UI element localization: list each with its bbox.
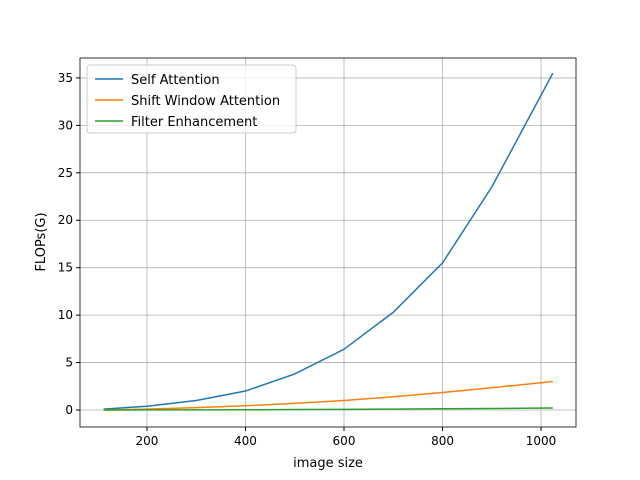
- y-tick-label: 5: [65, 356, 73, 370]
- x-tick-label: 400: [234, 434, 257, 448]
- series-line: [103, 380, 553, 411]
- legend: Self Attention Shift Window Attention Filt…: [86, 64, 297, 134]
- legend-label: Self Attention: [131, 73, 220, 88]
- y-tick-label: 15: [58, 261, 73, 275]
- series-line: [103, 72, 554, 410]
- x-tick-label: 600: [333, 434, 356, 448]
- x-tick-label: 800: [431, 434, 454, 448]
- x-tick-label: 1000: [526, 434, 557, 448]
- plot-frame: [79, 57, 577, 428]
- y-tick-label: 20: [58, 213, 73, 227]
- y-tick-label: 10: [58, 308, 73, 322]
- x-tick-label: 200: [136, 434, 159, 448]
- legend-label: Shift Window Attention: [131, 94, 280, 109]
- y-tick-label: 25: [58, 166, 73, 180]
- y-tick-label: 30: [58, 118, 73, 132]
- legend-box: [86, 64, 297, 134]
- y-axis-label: FLOPs(G): [34, 212, 49, 271]
- x-axis-label: image size: [293, 456, 363, 471]
- y-tick-label: 0: [65, 403, 73, 417]
- legend-label: Filter Enhancement: [131, 115, 257, 130]
- series-line: [103, 407, 553, 411]
- y-tick-label: 35: [58, 71, 73, 85]
